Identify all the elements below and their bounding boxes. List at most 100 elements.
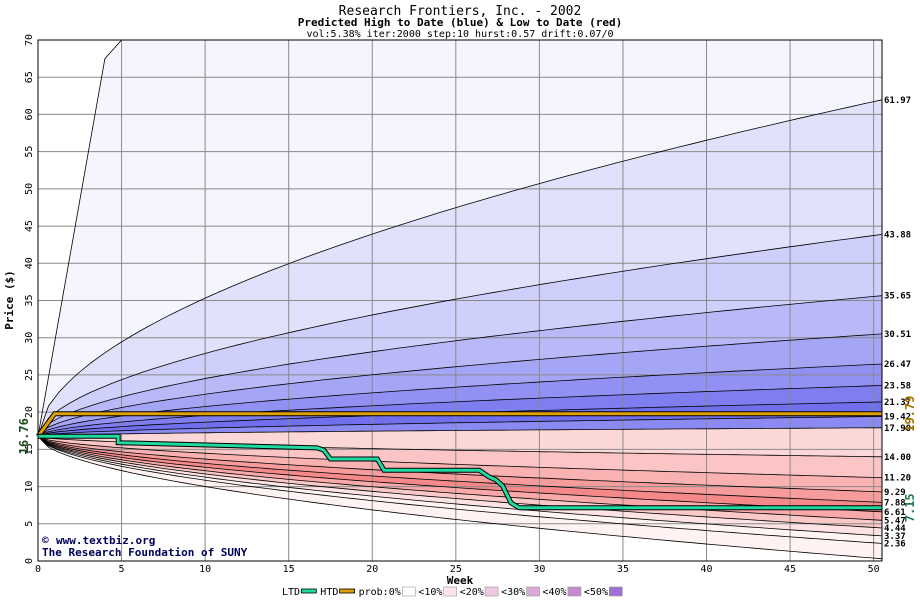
y-tick-label-8: 40 (24, 257, 35, 269)
legend-swatch-box-5 (526, 586, 540, 597)
low-percentile-line-6 (37, 435, 883, 521)
low-curve-label-1: 14.00 (884, 453, 911, 463)
high-curve-label-4: 26.47 (884, 360, 911, 370)
y-tick-label-1: 5 (24, 521, 35, 527)
x-tick-label-10: 50 (868, 564, 880, 575)
high-curve-label-1: 43.88 (884, 230, 911, 240)
low-curve-label-6: 5.47 (884, 516, 906, 526)
low-percentile-line-0 (37, 427, 882, 437)
y-tick-label-13: 65 (24, 71, 35, 83)
low-percentile-line-3 (37, 435, 883, 493)
high-extreme-line (37, 39, 122, 437)
y-tick-label-6: 30 (24, 332, 35, 344)
band-high-6 (38, 385, 882, 437)
high-percentile-line-4 (37, 363, 883, 437)
low-curve-label-3: 9.29 (884, 488, 906, 498)
ltd-current-value: 7.15 (903, 493, 917, 522)
legend-label-2: prob:0% (359, 587, 401, 598)
high-percentile-line-7 (37, 416, 883, 437)
band-low-9 (38, 436, 882, 544)
band-high-7 (38, 401, 882, 437)
htd-current-value: 19.79 (903, 396, 917, 432)
low-curve-label-8: 3.37 (884, 532, 906, 542)
legend: LTD HTD prob:0% <10% <20% <30% <40% <50% (282, 586, 623, 598)
ltd-line (38, 434, 882, 510)
band-high-2 (38, 234, 882, 437)
y-tick-label-3: 15 (24, 443, 35, 455)
low-curve-label-5: 6.61 (884, 508, 906, 518)
high-percentile-line-2 (37, 295, 883, 437)
legend-swatch-box-7 (608, 586, 623, 597)
y-tick-label-7: 35 (24, 294, 35, 306)
band-low-floor (38, 436, 882, 561)
low-percentile-line-8 (37, 435, 883, 537)
high-percentile-line-0 (37, 99, 883, 437)
legend-label-6: <40% (543, 587, 567, 598)
start-price-label: 16.76 (17, 418, 31, 454)
legend-label-5: <30% (501, 587, 525, 598)
legend-swatch-line-0 (300, 588, 317, 594)
legend-swatch-box-6 (567, 586, 582, 597)
band-low-3 (38, 436, 882, 492)
low-percentile-line-9 (37, 436, 883, 544)
y-tick-label-14: 70 (24, 34, 35, 46)
x-tick-label-9: 45 (784, 564, 796, 575)
htd-line (36, 412, 882, 438)
credit-site: www.textbiz.org (56, 534, 155, 547)
y-tick-label-12: 60 (24, 108, 35, 120)
x-axis-label: Week (447, 574, 474, 587)
chart-subtitle: Predicted High to Date (blue) & Low to D… (298, 16, 623, 29)
high-curve-label-7: 19.42 (884, 412, 911, 422)
low-curve-label-7: 4.44 (884, 524, 906, 534)
legend-swatch-box-4 (484, 586, 499, 597)
legend-label-3: <10% (418, 587, 442, 598)
chart-params: vol:5.38% iter:2000 step:10 hurst:0.57 d… (306, 29, 613, 40)
y-axis-label: Price ($) (3, 270, 16, 330)
high-curve-label-6: 21.37 (884, 398, 911, 408)
high-curve-label-0: 61.97 (884, 96, 911, 106)
low-curve-label-4: 7.88 (884, 498, 906, 508)
low-extreme-line (37, 436, 883, 560)
y-tick-label-10: 50 (24, 183, 35, 195)
y-tick-label-11: 55 (24, 146, 35, 158)
band-high-4 (38, 333, 882, 437)
chart-title: Research Frontiers, Inc. - 2002 (339, 4, 582, 19)
high-percentile-line-3 (37, 333, 883, 437)
low-percentile-line-5 (37, 435, 883, 513)
band-high-5 (38, 364, 882, 437)
legend-swatch-box-3 (443, 586, 458, 597)
legend-label-0: LTD (282, 587, 300, 598)
x-tick-label-4: 20 (366, 564, 378, 575)
x-tick-label-2: 10 (199, 564, 211, 575)
low-curve-label-0: 17.90 (884, 424, 911, 434)
low-percentile-line-4 (37, 435, 883, 503)
x-tick-label-8: 40 (700, 564, 712, 575)
high-percentile-line-5 (37, 385, 883, 437)
x-tick-label-1: 5 (119, 564, 125, 575)
x-tick-label-3: 15 (283, 564, 295, 575)
x-tick-label-5: 25 (450, 564, 462, 575)
x-tick-label-7: 35 (617, 564, 629, 575)
legend-swatch-box-2 (401, 586, 416, 597)
plot-area: 0 5 10 15 20 25 30 35 40 45 50 0 5 10 15 20 25 30 35 40 45 50… (17, 34, 917, 575)
high-curve-label-2: 35.65 (884, 292, 911, 302)
high-curve-label-5: 23.58 (884, 381, 911, 391)
credits: © www.textbiz.org The Research Foundatio… (42, 534, 248, 559)
low-percentile-line-2 (37, 435, 883, 478)
legend-label-7: <50% (584, 587, 608, 598)
y-tick-label-9: 45 (24, 220, 35, 232)
credit-foundation: The Research Foundation of SUNY (42, 546, 248, 559)
high-percentile-line-1 (37, 234, 883, 437)
x-tick-label-0: 0 (35, 564, 41, 575)
copyright-symbol: © (42, 534, 49, 547)
low-curve-label-9: 2.36 (884, 539, 906, 549)
x-tick-label-6: 30 (533, 564, 545, 575)
low-curve-label-2: 11.20 (884, 474, 911, 484)
legend-label-1: HTD (320, 587, 338, 598)
band-low-7 (38, 436, 882, 528)
band-high-1 (38, 99, 882, 437)
y-tick-label-4: 20 (24, 406, 35, 418)
y-tick-label-5: 25 (24, 369, 35, 381)
high-curve-label-3: 30.51 (884, 330, 911, 340)
